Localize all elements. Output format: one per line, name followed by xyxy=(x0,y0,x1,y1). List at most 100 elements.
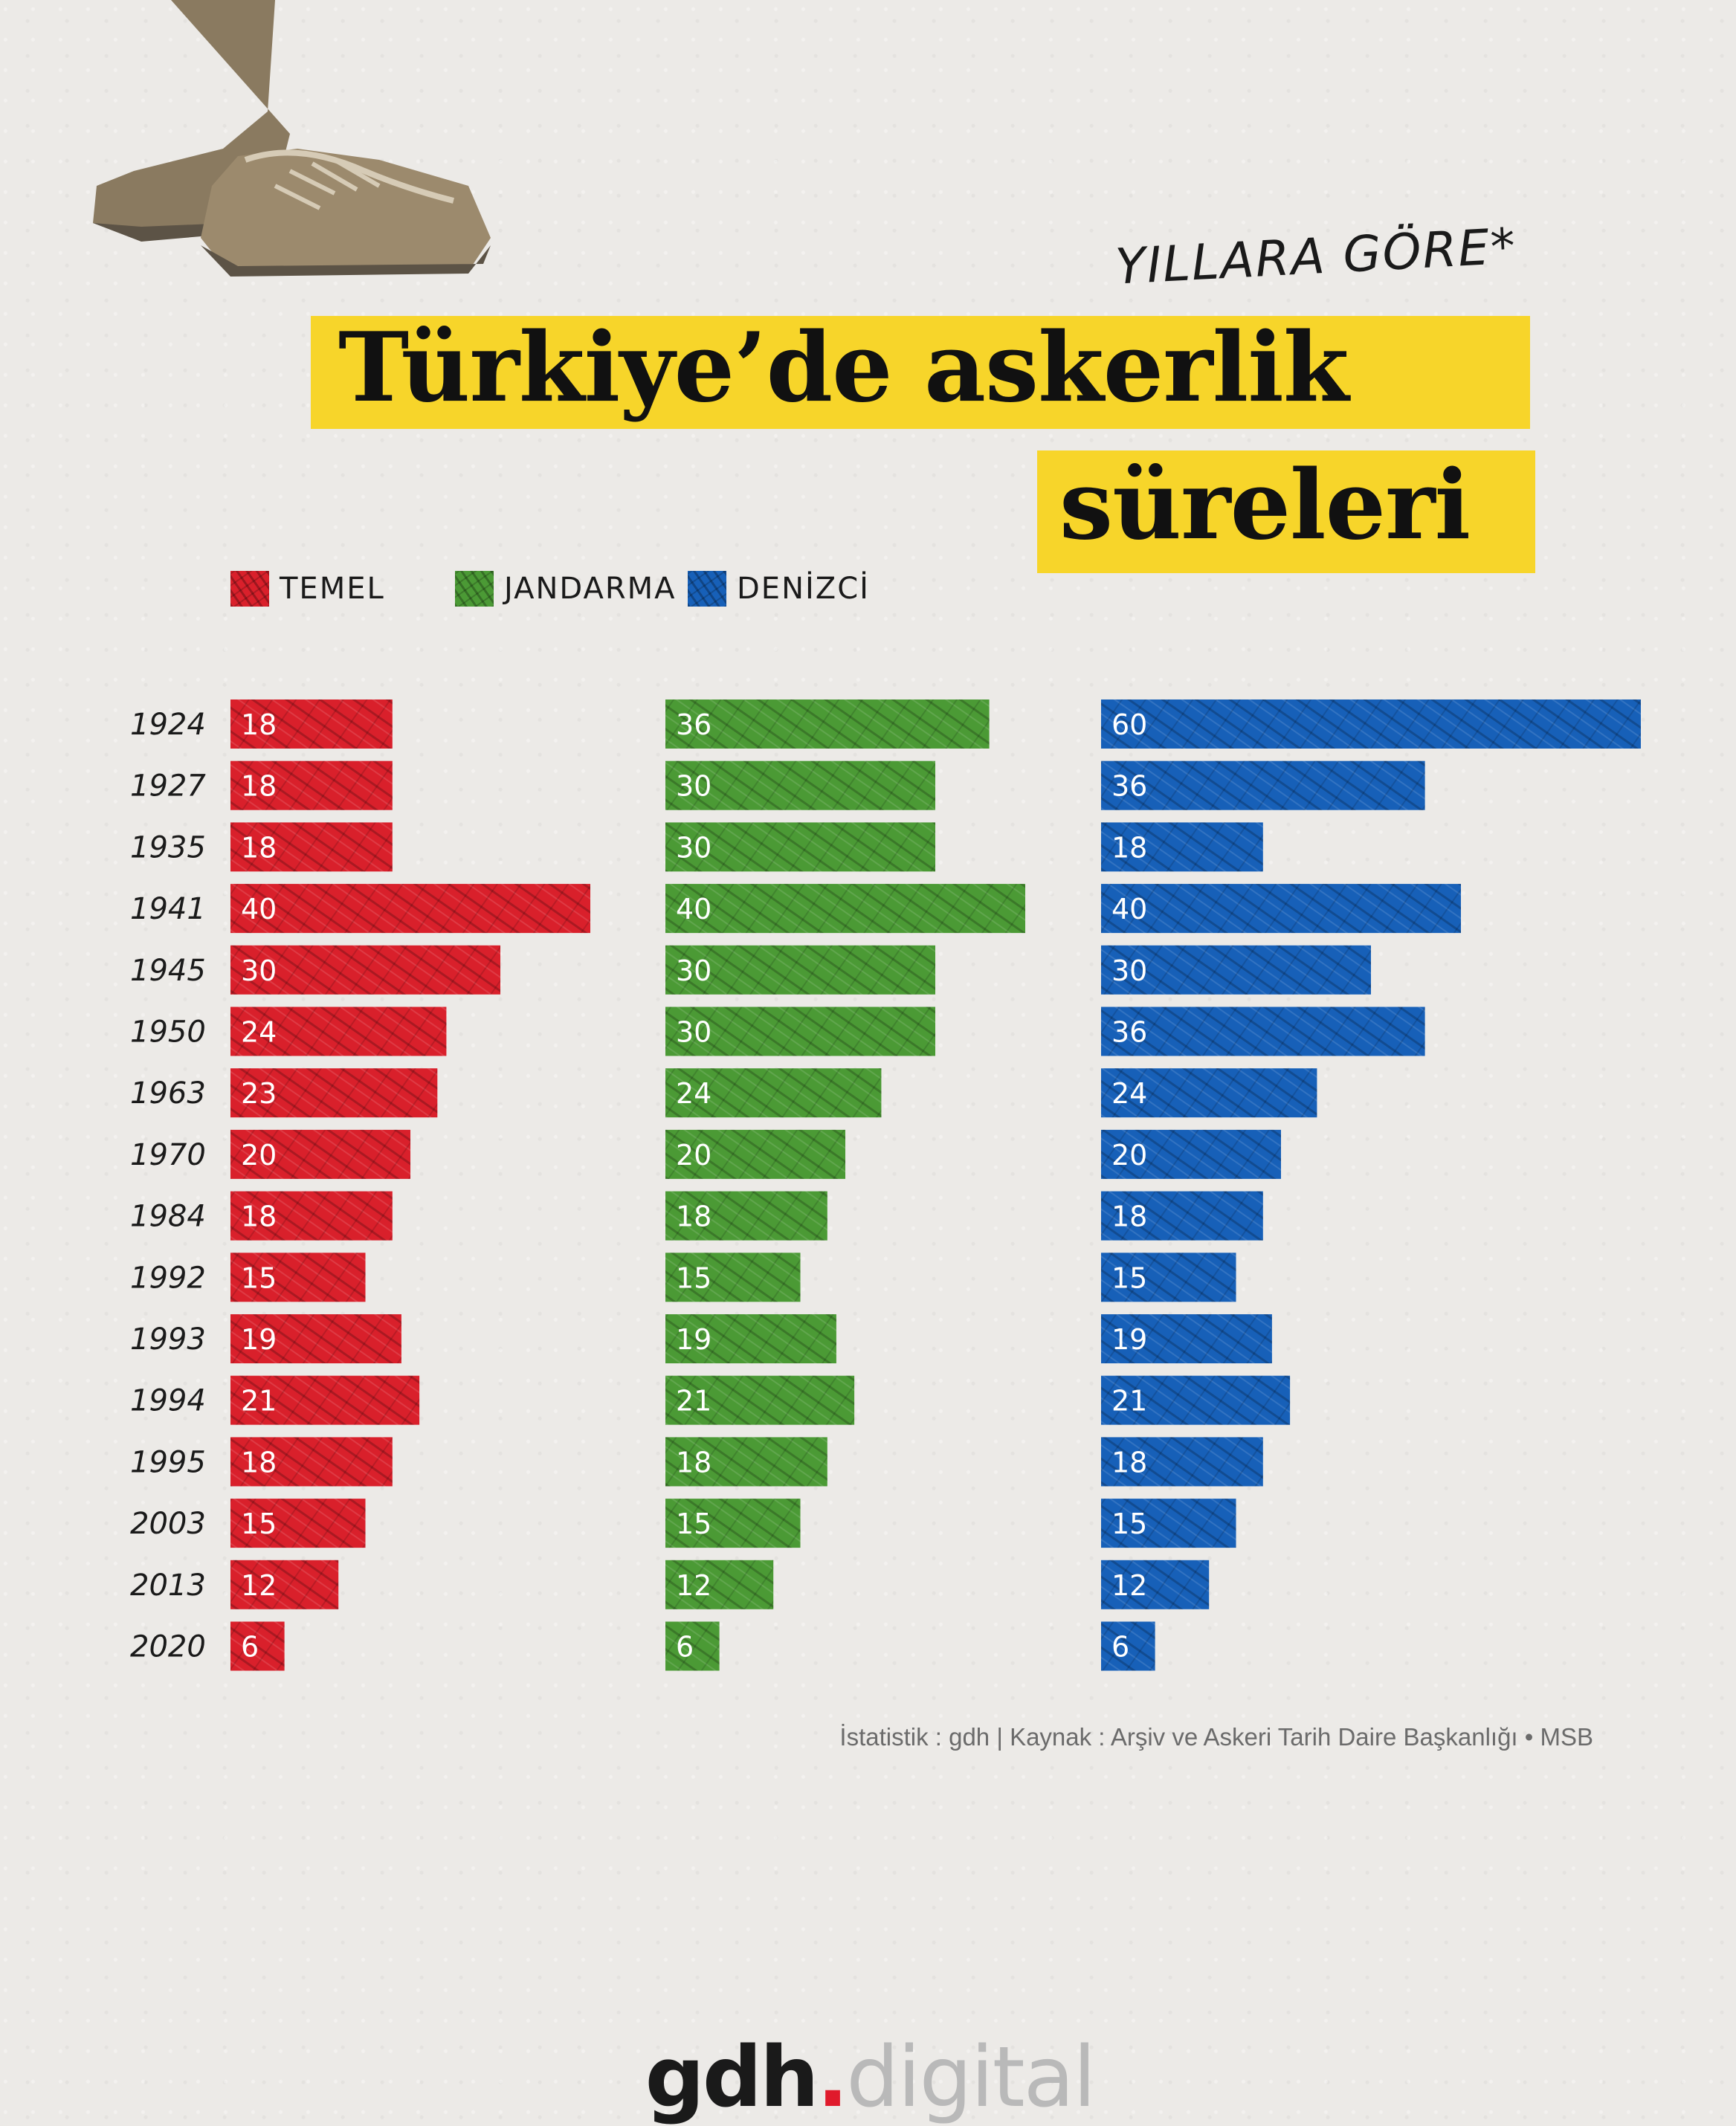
value-label-jandarma-2020: 6 xyxy=(676,1631,694,1664)
value-label-jandarma-1927: 30 xyxy=(676,770,711,803)
value-label-temel-1993: 19 xyxy=(241,1323,277,1356)
legend-swatch-temel xyxy=(230,571,269,607)
bar-texture-denizci-1963 xyxy=(1101,1068,1317,1118)
value-label-denizci-2013: 12 xyxy=(1111,1569,1147,1602)
legend-label-temel: TEMEL xyxy=(280,572,385,606)
year-label-1941: 1941 xyxy=(130,892,206,926)
value-label-temel-1941: 40 xyxy=(241,893,277,925)
year-label-1993: 1993 xyxy=(130,1322,206,1357)
source-note: İstatistik : gdh | Kaynak : Arşiv ve Ask… xyxy=(839,1723,1593,1751)
value-label-denizci-1993: 19 xyxy=(1111,1323,1147,1356)
value-label-denizci-1970: 20 xyxy=(1111,1139,1147,1172)
bar-texture-jandarma-2013 xyxy=(665,1560,774,1609)
bar-texture-temel-1993 xyxy=(230,1314,401,1363)
value-label-temel-1935: 18 xyxy=(241,831,277,864)
bar-texture-temel-1927 xyxy=(230,760,393,810)
bar-texture-denizci-1970 xyxy=(1101,1129,1281,1179)
bar-texture-jandarma-1941 xyxy=(665,884,1025,934)
bar-texture-jandarma-1992 xyxy=(665,1253,801,1302)
legend-label-jandarma: JANDARMA xyxy=(504,572,677,606)
year-label-1984: 1984 xyxy=(130,1200,206,1234)
bar-texture-temel-1924 xyxy=(230,699,393,749)
value-label-jandarma-1963: 24 xyxy=(676,1077,711,1110)
legend-swatch-jandarma xyxy=(455,571,494,607)
bar-texture-jandarma-1945 xyxy=(665,945,935,995)
value-label-temel-2013: 12 xyxy=(241,1569,277,1602)
value-label-jandarma-1924: 36 xyxy=(676,708,711,741)
value-label-temel-1927: 18 xyxy=(241,770,277,803)
value-label-jandarma-1941: 40 xyxy=(676,893,711,925)
bar-texture-denizci-2020 xyxy=(1101,1621,1155,1671)
value-label-denizci-1941: 40 xyxy=(1111,893,1147,925)
bar-texture-jandarma-1995 xyxy=(665,1437,827,1487)
value-label-temel-1963: 23 xyxy=(241,1077,277,1110)
bar-texture-denizci-1941 xyxy=(1101,884,1461,934)
value-label-temel-1970: 20 xyxy=(241,1139,277,1172)
bar-texture-jandarma-1994 xyxy=(665,1375,855,1425)
value-label-temel-2020: 6 xyxy=(241,1631,259,1664)
bar-texture-denizci-1995 xyxy=(1101,1437,1263,1487)
bar-texture-denizci-1992 xyxy=(1101,1253,1236,1302)
title-highlight-2 xyxy=(1037,450,1535,573)
value-label-denizci-1945: 30 xyxy=(1111,954,1147,987)
year-label-1992: 1992 xyxy=(130,1261,206,1295)
value-label-denizci-1927: 36 xyxy=(1111,770,1147,803)
legend-label-denizci: DENİZCİ xyxy=(737,572,870,606)
value-label-jandarma-1970: 20 xyxy=(676,1139,711,1172)
value-label-temel-1994: 21 xyxy=(241,1385,277,1418)
value-label-jandarma-1992: 15 xyxy=(676,1261,711,1294)
year-label-2013: 2013 xyxy=(130,1568,206,1603)
bar-texture-temel-2020 xyxy=(230,1621,285,1671)
bar-texture-temel-1945 xyxy=(230,945,500,995)
boot-front xyxy=(201,149,491,277)
value-label-jandarma-2003: 15 xyxy=(676,1508,711,1540)
year-label-1963: 1963 xyxy=(130,1076,206,1111)
bar-texture-denizci-1924 xyxy=(1101,699,1641,749)
value-label-temel-1950: 24 xyxy=(241,1016,277,1049)
year-label-1995: 1995 xyxy=(130,1445,206,1479)
value-label-denizci-2003: 15 xyxy=(1111,1508,1147,1540)
value-label-denizci-1994: 21 xyxy=(1111,1385,1147,1418)
value-label-jandarma-1994: 21 xyxy=(676,1385,711,1418)
title-highlight-1 xyxy=(311,316,1530,429)
bar-texture-temel-1935 xyxy=(230,822,393,872)
value-label-denizci-1963: 24 xyxy=(1111,1077,1147,1110)
bar-texture-temel-1963 xyxy=(230,1068,438,1118)
bar-texture-jandarma-1993 xyxy=(665,1314,836,1363)
value-label-denizci-1984: 18 xyxy=(1111,1201,1147,1233)
bar-texture-jandarma-2020 xyxy=(665,1621,720,1671)
bar-texture-temel-2013 xyxy=(230,1560,339,1609)
logo-dot: . xyxy=(816,2029,849,2126)
chart-title-line-2: süreleri xyxy=(1059,450,1471,561)
bar-texture-temel-1984 xyxy=(230,1191,393,1241)
value-label-temel-1992: 15 xyxy=(241,1261,277,1294)
bar-texture-jandarma-1924 xyxy=(665,699,990,749)
value-label-denizci-1924: 60 xyxy=(1111,708,1147,741)
legend-item-jandarma: JANDARMA xyxy=(455,566,677,611)
bar-texture-temel-2003 xyxy=(230,1499,366,1548)
bar-texture-denizci-1984 xyxy=(1101,1191,1263,1241)
logo-brand: gdh xyxy=(645,2029,819,2126)
bar-texture-jandarma-1963 xyxy=(665,1068,882,1118)
bar-texture-temel-1970 xyxy=(230,1129,410,1179)
value-label-denizci-1995: 18 xyxy=(1111,1446,1147,1479)
value-label-denizci-1950: 36 xyxy=(1111,1016,1147,1049)
value-label-jandarma-1950: 30 xyxy=(676,1016,711,1049)
value-label-jandarma-1984: 18 xyxy=(676,1201,711,1233)
legend-swatch-denizci xyxy=(688,571,726,607)
bar-texture-temel-1992 xyxy=(230,1253,366,1302)
year-label-1945: 1945 xyxy=(130,954,206,988)
year-label-2020: 2020 xyxy=(130,1630,206,1664)
value-label-temel-1995: 18 xyxy=(241,1446,277,1479)
value-label-denizci-1992: 15 xyxy=(1111,1261,1147,1294)
value-label-jandarma-1995: 18 xyxy=(676,1446,711,1479)
year-label-1970: 1970 xyxy=(130,1138,206,1172)
bar-texture-temel-1995 xyxy=(230,1437,393,1487)
value-label-denizci-1935: 18 xyxy=(1111,831,1147,864)
value-label-temel-1984: 18 xyxy=(241,1201,277,1233)
year-label-1935: 1935 xyxy=(130,830,206,865)
bar-texture-jandarma-1984 xyxy=(665,1191,827,1241)
boots-illustration xyxy=(93,0,491,277)
legend-item-denizci: DENİZCİ xyxy=(688,566,870,611)
gdh-digital-logo: gdh. digital xyxy=(639,2029,1100,2126)
